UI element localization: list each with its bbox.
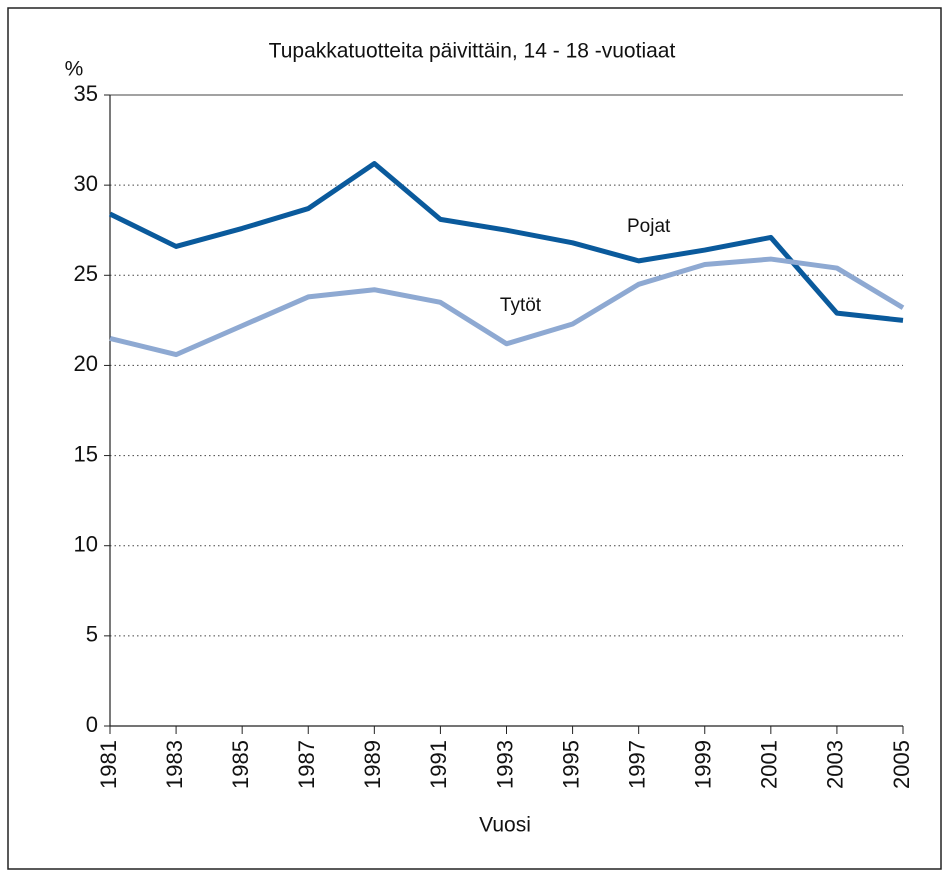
frame — [7, 7, 942, 870]
x-tick-label: 1987 — [294, 740, 319, 789]
y-tick-label: 0 — [86, 712, 98, 737]
x-tick-label: 2005 — [889, 740, 914, 789]
line-series — [109, 256, 905, 358]
series-label: Pojat — [627, 216, 671, 237]
x-tick-label: 1997 — [624, 740, 649, 789]
x-tick-label: 1981 — [96, 740, 121, 789]
series-label: Tytöt — [500, 295, 542, 316]
x-tick-label: 1991 — [426, 740, 451, 789]
x-tick-label: 1995 — [558, 740, 583, 789]
chart-title: Tupakkatuotteita päivittäin, 14 - 18 -vu… — [269, 40, 676, 63]
x-tick-label: 1993 — [492, 740, 517, 789]
x-tick-label: 1989 — [360, 740, 385, 789]
y-tick-label: 20 — [74, 351, 98, 376]
x-tick-label: 1983 — [162, 740, 187, 789]
y-tick-label: 5 — [86, 622, 98, 647]
x-tick-label: 1999 — [691, 740, 716, 789]
x-axis-label: Vuosi — [479, 814, 531, 837]
y-tick-label: 35 — [74, 81, 98, 106]
line-series — [108, 161, 904, 323]
y-tick-label: 25 — [74, 261, 98, 286]
x-tick-label: 2001 — [757, 740, 782, 789]
y-tick-label: 10 — [74, 532, 98, 557]
x-tick-label: 1985 — [228, 740, 253, 789]
x-tick-label: 2003 — [823, 740, 848, 789]
y-tick-label: 30 — [74, 171, 98, 196]
y-tick-label: 15 — [74, 441, 98, 466]
y-axis-label: % — [65, 58, 84, 81]
